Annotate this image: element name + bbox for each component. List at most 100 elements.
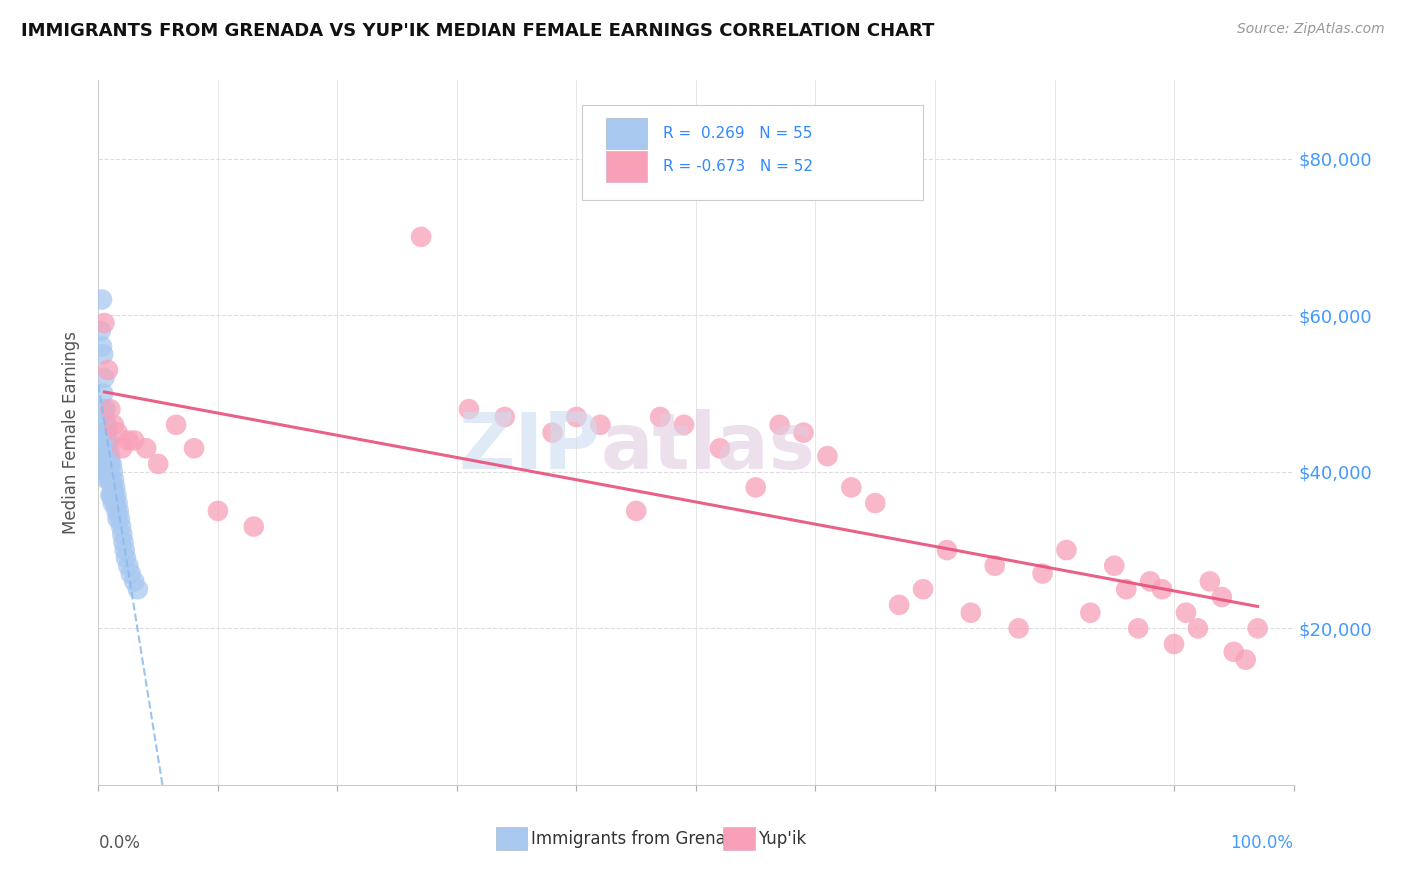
Point <box>96 425 118 440</box>
Point <box>98 402 122 417</box>
Point <box>91 425 114 440</box>
Point <box>91 293 114 307</box>
Point <box>107 504 129 518</box>
Point <box>207 504 229 518</box>
Point <box>96 473 118 487</box>
Point <box>1008 621 1031 635</box>
Point <box>1175 606 1198 620</box>
Point <box>97 465 120 479</box>
Point <box>1152 582 1174 597</box>
Point <box>96 442 118 456</box>
Point <box>709 442 731 456</box>
Point <box>815 449 838 463</box>
Point <box>91 339 114 353</box>
Point <box>107 512 129 526</box>
Point <box>626 504 648 518</box>
Point <box>94 449 117 463</box>
Text: ZIP: ZIP <box>458 409 600 484</box>
Text: 0.0%: 0.0% <box>98 834 141 852</box>
Point <box>91 347 114 361</box>
Text: R = -0.673   N = 52: R = -0.673 N = 52 <box>662 159 813 174</box>
Point <box>111 442 134 456</box>
Point <box>124 574 146 589</box>
Point <box>841 480 863 494</box>
Point <box>107 496 129 510</box>
Text: Yup'ik: Yup'ik <box>758 830 807 847</box>
Point <box>494 409 516 424</box>
Point <box>90 324 112 338</box>
Point <box>648 409 672 424</box>
Point <box>183 442 205 456</box>
Point <box>1115 582 1137 597</box>
Point <box>411 230 433 244</box>
Point <box>100 488 122 502</box>
Point <box>96 457 118 471</box>
Point <box>91 386 114 401</box>
Point <box>541 425 564 440</box>
Point <box>105 488 128 502</box>
Point <box>98 442 121 456</box>
Point <box>97 449 120 463</box>
Point <box>103 473 125 487</box>
Point <box>93 402 115 417</box>
Point <box>107 425 129 440</box>
Point <box>1128 621 1150 635</box>
Point <box>911 582 934 597</box>
Point <box>94 434 117 448</box>
Point <box>97 434 120 448</box>
Point <box>110 519 132 533</box>
Point <box>104 480 127 494</box>
Point <box>98 473 122 487</box>
FancyBboxPatch shape <box>606 118 647 149</box>
Point <box>94 417 117 432</box>
Point <box>104 496 127 510</box>
FancyBboxPatch shape <box>724 827 755 850</box>
Point <box>1223 645 1246 659</box>
Text: 100.0%: 100.0% <box>1230 834 1294 852</box>
Point <box>112 535 135 549</box>
Point <box>1234 653 1257 667</box>
Point <box>98 457 122 471</box>
Point <box>165 417 187 432</box>
Point <box>984 558 1007 573</box>
Point <box>93 316 115 330</box>
Point <box>565 409 588 424</box>
Point <box>98 473 121 487</box>
Point <box>589 417 612 432</box>
Point <box>101 480 124 494</box>
Point <box>115 550 138 565</box>
Point <box>91 434 114 448</box>
Point <box>1247 621 1270 635</box>
Point <box>100 473 122 487</box>
FancyBboxPatch shape <box>606 151 647 182</box>
Point <box>1187 621 1209 635</box>
Point <box>673 417 696 432</box>
Point <box>120 566 142 581</box>
Point <box>93 442 115 456</box>
Point <box>103 417 125 432</box>
Point <box>96 417 118 432</box>
Point <box>135 442 157 456</box>
Point <box>93 465 115 479</box>
Point <box>108 512 131 526</box>
Text: R =  0.269   N = 55: R = 0.269 N = 55 <box>662 126 811 141</box>
Text: IMMIGRANTS FROM GRENADA VS YUP'IK MEDIAN FEMALE EARNINGS CORRELATION CHART: IMMIGRANTS FROM GRENADA VS YUP'IK MEDIAN… <box>21 22 935 40</box>
Point <box>111 527 134 541</box>
Point <box>117 434 139 448</box>
Point <box>936 543 959 558</box>
Point <box>148 457 170 471</box>
Point <box>100 457 122 471</box>
Point <box>1139 574 1161 589</box>
Point <box>768 417 790 432</box>
Point <box>793 425 815 440</box>
Point <box>98 449 122 463</box>
Text: Source: ZipAtlas.com: Source: ZipAtlas.com <box>1237 22 1385 37</box>
Point <box>1056 543 1078 558</box>
Point <box>97 363 120 377</box>
Point <box>865 496 887 510</box>
Point <box>101 496 124 510</box>
Point <box>1211 590 1233 604</box>
Point <box>889 598 911 612</box>
FancyBboxPatch shape <box>496 827 527 850</box>
Point <box>117 558 139 573</box>
